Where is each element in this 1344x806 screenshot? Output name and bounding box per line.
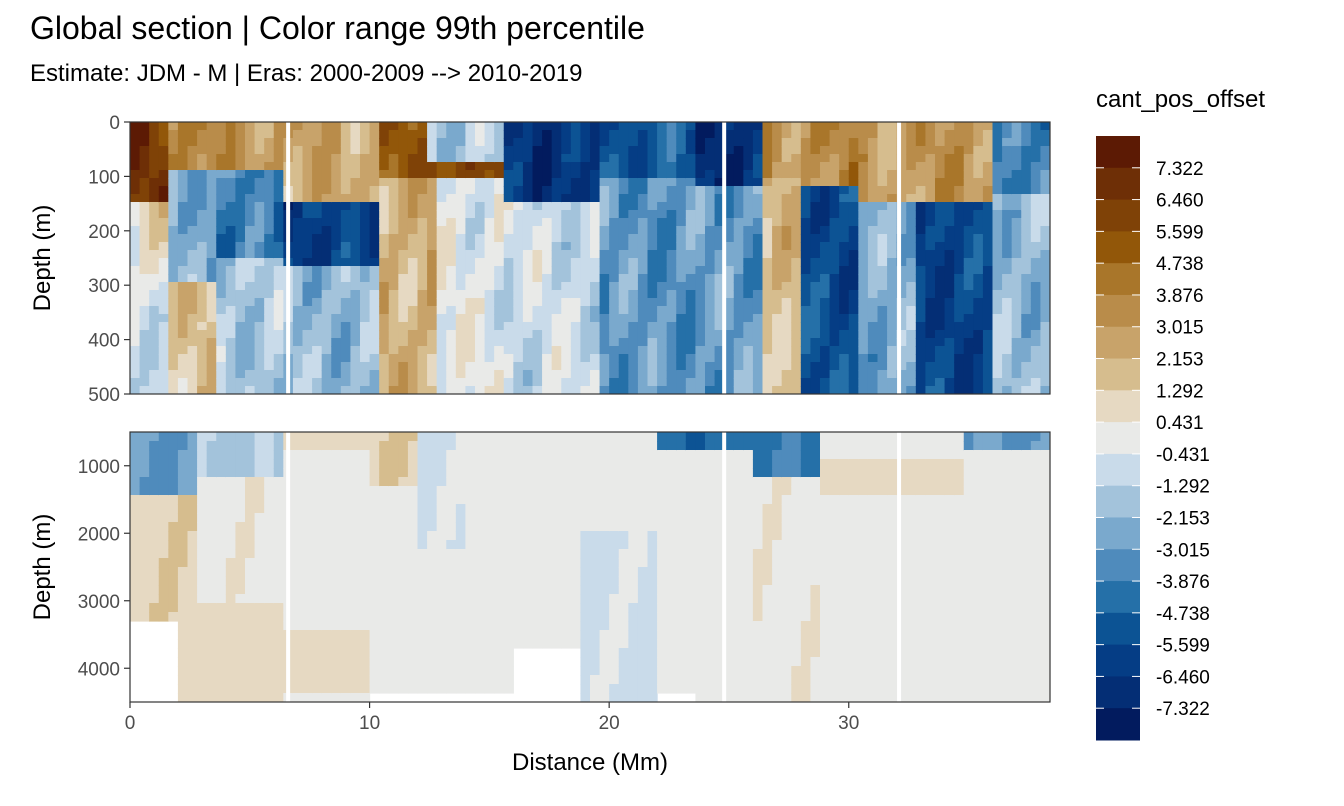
legend-swatch — [1096, 644, 1140, 677]
legend-label: -6.460 — [1156, 667, 1210, 688]
legend-swatch — [1096, 581, 1140, 614]
x-axis-title: Distance (Mm) — [512, 749, 668, 776]
x-tick-label: 0 — [125, 713, 136, 734]
legend-label: 6.460 — [1156, 191, 1204, 212]
legend-swatch — [1096, 390, 1140, 423]
y-tick-label: 300 — [88, 276, 120, 297]
legend-label: -3.876 — [1156, 572, 1210, 593]
legend: 7.322 6.460 5.599 4.738 3.876 3.015 2.153 1.292… — [1096, 136, 1210, 741]
y-tick-label: 500 — [88, 385, 120, 406]
legend-label: -0.431 — [1156, 445, 1210, 466]
legend-swatch — [1096, 422, 1140, 455]
legend-label: 2.153 — [1156, 350, 1204, 371]
legend-swatch — [1096, 485, 1140, 518]
legend-swatch — [1096, 453, 1140, 487]
legend-label: 3.876 — [1156, 286, 1204, 307]
legend-swatch — [1096, 231, 1140, 264]
legend-swatch — [1096, 326, 1140, 360]
panel-upper-ocean — [130, 122, 1050, 394]
chart-subtitle: Estimate: JDM - M | Eras: 2000-2009 --> … — [30, 60, 583, 87]
panel-deep-ocean — [130, 432, 1050, 702]
y-tick-label: 3000 — [78, 592, 120, 613]
legend-label: 7.322 — [1156, 159, 1204, 180]
panel-upper-frame — [129, 121, 1051, 395]
x-tick-label: 10 — [359, 713, 380, 734]
legend-label: 5.599 — [1156, 222, 1204, 243]
legend-label: -1.292 — [1156, 477, 1210, 498]
legend-label: 0.431 — [1156, 413, 1204, 434]
legend-label: -4.738 — [1156, 604, 1210, 625]
legend-swatch — [1096, 294, 1140, 328]
y-tick-label: 400 — [88, 331, 120, 352]
axes-group: 0 100 200 300 400 500 1000 2000 3000 4000 0 10 20 30 — [78, 113, 860, 734]
legend-swatch — [1096, 676, 1140, 709]
legend-swatch — [1096, 358, 1140, 391]
y-tick-label: 100 — [88, 167, 120, 188]
legend-label: -2.153 — [1156, 508, 1210, 529]
legend-swatch — [1096, 612, 1140, 646]
legend-label: -5.599 — [1156, 636, 1210, 657]
y-axis-title-lower: Depth (m) — [29, 514, 56, 621]
y-tick-label: 0 — [109, 113, 120, 134]
y-tick-label: 2000 — [78, 524, 120, 545]
y-tick-label: 1000 — [78, 457, 120, 478]
y-axis-title-upper: Depth (m) — [29, 205, 56, 312]
legend-label: -7.322 — [1156, 699, 1210, 720]
y-tick-label: 200 — [88, 222, 120, 243]
legend-swatch — [1096, 708, 1140, 741]
legend-swatch — [1096, 549, 1140, 582]
panel-lower-frame — [129, 431, 1051, 703]
legend-swatch — [1096, 167, 1140, 201]
y-tick-label: 4000 — [78, 659, 120, 680]
legend-swatch — [1096, 517, 1140, 550]
x-tick-label: 20 — [599, 713, 620, 734]
x-tick-label: 30 — [838, 713, 859, 734]
legend-label: 4.738 — [1156, 254, 1204, 275]
chart-title: Global section | Color range 99th percen… — [30, 10, 645, 46]
legend-swatch — [1096, 263, 1140, 296]
legend-label: 1.292 — [1156, 381, 1204, 402]
legend-label: -3.015 — [1156, 540, 1210, 561]
legend-swatch — [1096, 199, 1140, 232]
legend-swatch — [1096, 136, 1140, 169]
legend-label: 3.015 — [1156, 318, 1204, 339]
legend-title: cant_pos_offset — [1096, 86, 1266, 113]
